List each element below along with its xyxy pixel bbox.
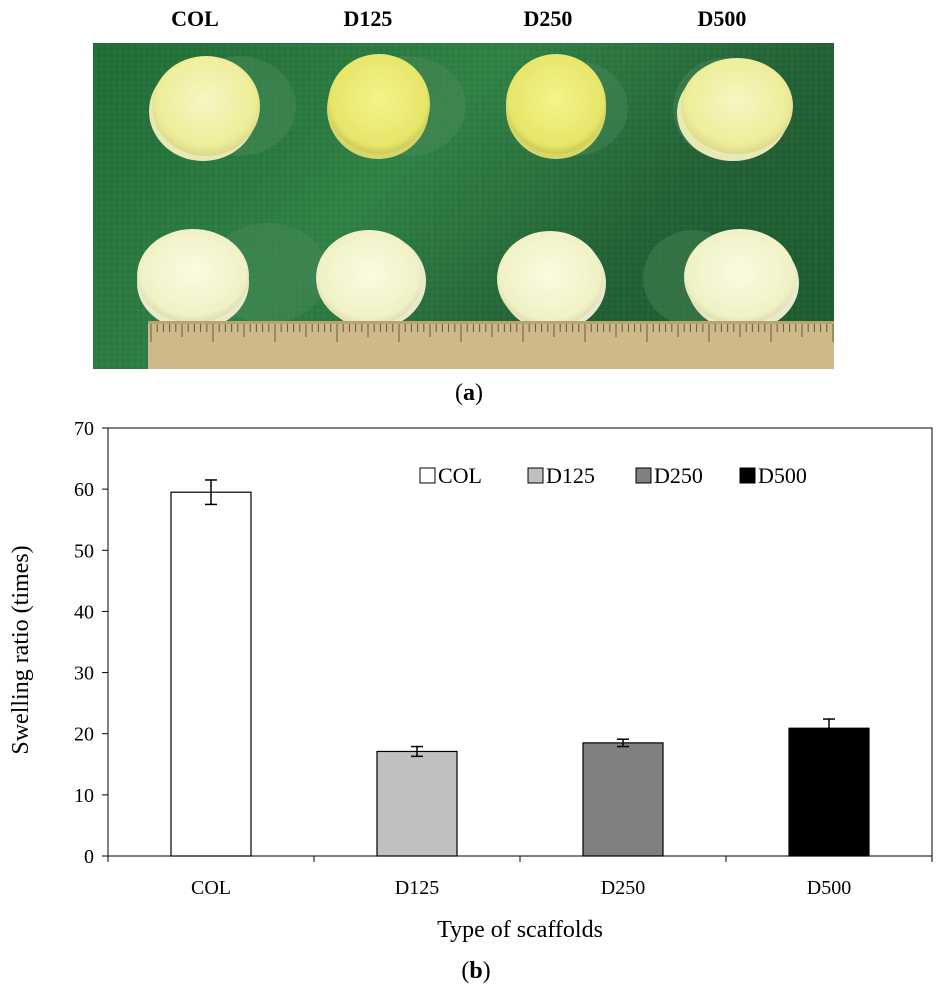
sample-label-d250: D250 — [523, 6, 573, 31]
x-tick-label: D250 — [601, 877, 645, 899]
scaffold-disc-d250-bottom — [497, 231, 606, 331]
legend: COL D125 D250 D500 — [419, 463, 807, 488]
legend-label-d250: D250 — [654, 463, 703, 488]
bar-col — [170, 491, 252, 857]
scaffold-disc-d125-bottom — [316, 230, 426, 329]
legend-swatch-d500 — [739, 467, 756, 484]
panel-b-letter: b — [469, 958, 483, 984]
scaffold-disc-d125-top — [327, 54, 466, 159]
bar-d250 — [582, 742, 664, 857]
panel-a-letter: a — [463, 380, 475, 406]
y-axis-label: Swelling ratio (times) — [8, 545, 34, 754]
scaffold-disc-col-top — [149, 56, 296, 161]
bar-d125 — [376, 750, 458, 857]
scaffold-disc-col-bottom — [137, 223, 328, 330]
y-axis: 0 10 20 30 40 50 60 70 — [74, 418, 933, 868]
y-tick-label: 20 — [74, 724, 94, 746]
bars — [170, 479, 870, 857]
legend-label-d500: D500 — [758, 463, 807, 488]
y-tick-label: 70 — [74, 418, 94, 440]
legend-label-col: COL — [438, 463, 482, 488]
scaffold-photo — [93, 43, 834, 369]
scaffold-disc-d500-bottom — [643, 229, 799, 331]
x-axis-label: Type of scaffolds — [437, 917, 603, 943]
x-tick-label: D500 — [807, 877, 851, 899]
scaffold-photo-drawing — [93, 43, 834, 369]
legend-swatch-d125 — [527, 467, 544, 484]
y-tick-label: 10 — [74, 785, 94, 807]
y-tick-label: 0 — [84, 846, 94, 868]
y-tick-label: 30 — [74, 663, 94, 685]
sample-label-d125: D125 — [343, 6, 393, 31]
scaffold-disc-d250-top — [506, 54, 628, 159]
photo-panel: COL D125 D250 D500 — [0, 0, 938, 410]
y-tick-label: 40 — [74, 601, 94, 623]
sample-label-col: COL — [171, 6, 219, 31]
panel-b-caption: (b) — [461, 958, 491, 984]
scaffold-disc-d500-top — [673, 58, 793, 161]
ruler — [148, 321, 834, 369]
swelling-ratio-chart: 0 10 20 30 40 50 60 70 COL D125 D250 D500 COL D125 D… — [8, 418, 933, 943]
bar-d500 — [788, 727, 870, 857]
y-tick-label: 50 — [74, 540, 94, 562]
sample-label-d500: D500 — [697, 6, 747, 31]
legend-label-d125: D125 — [546, 463, 595, 488]
panel-a-caption: (a) — [455, 380, 483, 406]
legend-swatch-d250 — [635, 467, 652, 484]
legend-swatch-col — [419, 467, 436, 484]
x-tick-label: D125 — [395, 877, 439, 899]
x-tick-label: COL — [191, 877, 231, 899]
y-tick-label: 60 — [74, 479, 94, 501]
x-axis: COL D125 D250 D500 — [107, 856, 933, 899]
